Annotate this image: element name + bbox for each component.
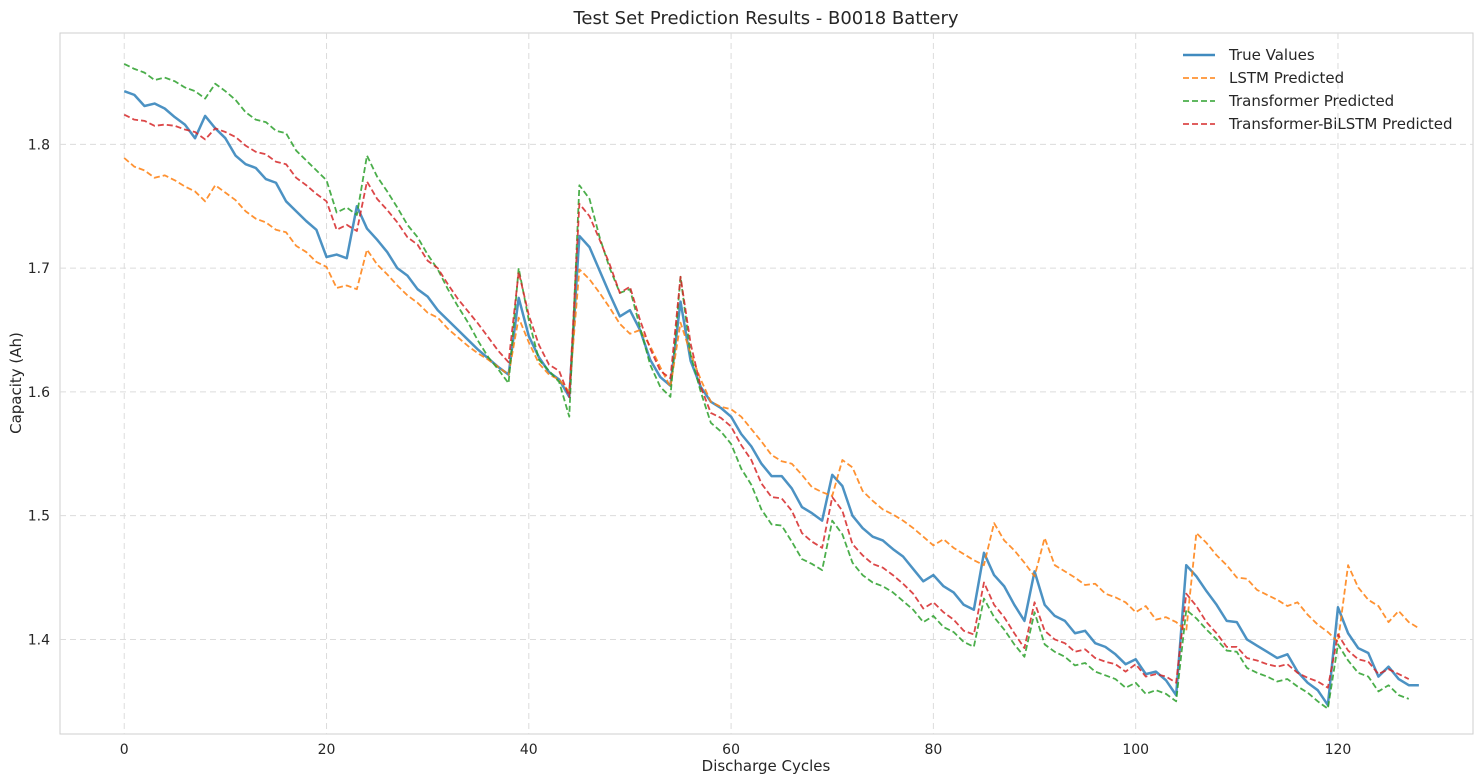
legend-label-true-values: True Values <box>1228 46 1315 64</box>
x-tick-label: 0 <box>120 742 129 758</box>
y-tick-label: 1.7 <box>28 261 50 277</box>
y-tick-label: 1.5 <box>28 509 50 525</box>
chart-title: Test Set Prediction Results - B0018 Batt… <box>572 8 958 29</box>
y-axis-label: Capacity (Ah) <box>7 332 25 434</box>
legend: True Values LSTM Predicted Transformer Pre… <box>1183 46 1453 133</box>
x-tick-label: 100 <box>1122 742 1149 758</box>
x-axis-label: Discharge Cycles <box>702 757 831 775</box>
y-tick-label: 1.6 <box>28 385 50 401</box>
x-tick-label: 60 <box>722 742 740 758</box>
plot-area-background <box>59 32 1474 735</box>
series-line-lstm-predicted <box>123 157 1420 643</box>
x-axis-ticks: 0 20 40 60 80 100 120 <box>120 742 1352 758</box>
y-tick-label: 1.8 <box>28 137 50 153</box>
y-axis-ticks: 1.4 1.5 1.6 1.7 1.8 <box>28 137 50 648</box>
series-line-true-values <box>123 89 1419 707</box>
x-tick-label: 80 <box>924 742 942 758</box>
series-line-transformer-bilstm-predicted <box>123 113 1410 689</box>
x-tick-label: 120 <box>1325 742 1352 758</box>
legend-label-transformer-predicted: Transformer Predicted <box>1228 92 1394 110</box>
series-line-transformer-predicted <box>123 63 1410 710</box>
x-tick-label: 40 <box>520 742 538 758</box>
legend-label-transformer-bilstm-predicted: Transformer-BiLSTM Predicted <box>1228 115 1453 133</box>
x-tick-label: 20 <box>318 742 336 758</box>
series-lines <box>123 63 1420 710</box>
y-tick-label: 1.4 <box>28 632 50 648</box>
legend-label-lstm-predicted: LSTM Predicted <box>1229 69 1344 87</box>
